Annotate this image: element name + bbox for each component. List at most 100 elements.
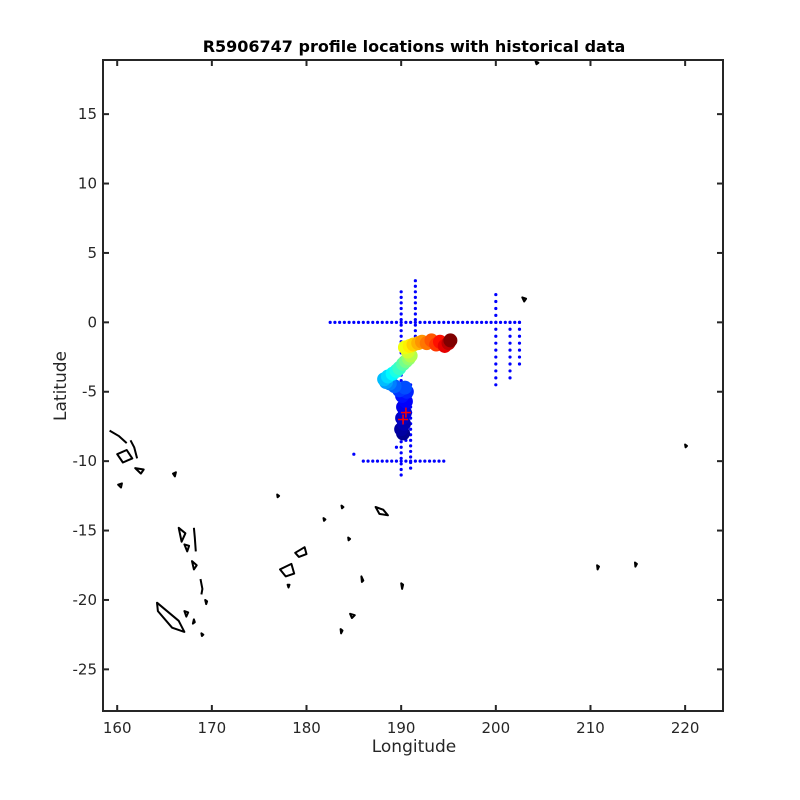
historical-point	[456, 320, 460, 324]
historical-point	[394, 445, 399, 449]
x-tick-label: 180	[292, 719, 321, 737]
historical-point	[494, 369, 498, 373]
historical-point	[385, 459, 389, 463]
coastline-shape	[349, 612, 356, 619]
historical-point	[494, 320, 498, 324]
y-tick-label: 10	[78, 175, 97, 193]
historical-point	[498, 320, 503, 324]
coastline-shape	[360, 575, 365, 583]
historical-point	[399, 334, 403, 338]
historical-point	[347, 320, 351, 324]
historical-point	[517, 320, 522, 324]
coastline-shape	[134, 467, 145, 475]
historical-point	[503, 320, 507, 324]
historical-point	[394, 320, 399, 324]
historical-point	[451, 320, 455, 324]
coastline-shape	[109, 429, 128, 444]
historical-point	[399, 312, 403, 316]
historical-point	[442, 459, 446, 463]
historical-point	[508, 348, 512, 352]
historical-point	[409, 427, 413, 431]
historical-point	[413, 312, 417, 316]
y-tick-label: 0	[87, 313, 97, 331]
coastline-shape	[276, 493, 281, 499]
historical-point	[399, 320, 403, 324]
historical-point	[366, 459, 370, 463]
coastline-shape	[183, 543, 191, 553]
historical-point	[437, 320, 441, 324]
historical-point	[494, 383, 498, 387]
historical-point	[390, 459, 394, 463]
historical-point	[494, 348, 498, 352]
historical-point	[399, 440, 403, 444]
historical-point	[338, 320, 342, 324]
historical-point	[470, 320, 474, 324]
historical-point	[399, 467, 403, 472]
historical-point	[399, 301, 403, 305]
historical-point	[508, 376, 512, 380]
x-axis-title: Longitude	[372, 737, 457, 757]
historical-point	[380, 320, 384, 324]
historical-point	[399, 329, 403, 333]
historical-point	[399, 462, 403, 466]
historical-point	[375, 320, 380, 324]
historical-point	[413, 317, 417, 322]
coastline-shape	[684, 443, 688, 449]
historical-point	[508, 369, 512, 373]
historical-point	[413, 306, 417, 311]
historical-point	[361, 459, 365, 463]
x-tick-label: 200	[482, 719, 511, 737]
coastline-shape	[279, 562, 296, 578]
coastline-shape	[116, 449, 134, 464]
y-tick-label: -20	[73, 591, 98, 609]
plot-area	[109, 60, 688, 637]
historical-point	[399, 445, 403, 449]
historical-point	[371, 459, 375, 463]
historical-point	[394, 459, 399, 463]
x-tick-label: 170	[198, 719, 227, 737]
coastline-shape	[374, 506, 389, 517]
historical-point	[390, 320, 394, 324]
coastline-shape	[117, 482, 123, 489]
historical-point	[423, 320, 427, 324]
coastline-shape	[183, 610, 190, 618]
historical-point	[380, 459, 384, 463]
historical-point	[342, 320, 346, 324]
historical-point	[508, 362, 512, 366]
y-axis-title: Latitude	[51, 351, 71, 421]
coastline-shape	[191, 618, 196, 625]
historical-point	[399, 456, 403, 460]
plot-frame	[102, 59, 724, 712]
historical-point	[517, 348, 522, 352]
coastline-shape	[339, 628, 344, 635]
historical-point	[494, 306, 498, 311]
historical-point	[437, 459, 441, 463]
historical-point	[517, 334, 522, 338]
historical-point	[399, 473, 403, 477]
historical-point	[494, 292, 498, 297]
coastline-shape	[191, 560, 198, 571]
y-tick-label: -25	[73, 660, 98, 678]
coastline-shape	[286, 583, 291, 589]
historical-point	[352, 452, 356, 456]
historical-point	[399, 459, 403, 463]
axes: 160 170 180 190 200 210 220 15 10 5 0 -5 -10 -15 -20 -2…	[73, 59, 724, 737]
historical-point	[494, 341, 498, 345]
coastline-shape	[294, 546, 308, 558]
historical-point	[461, 320, 465, 324]
historical-point	[352, 320, 356, 324]
historical-point	[361, 320, 365, 324]
x-tick-label: 210	[576, 719, 605, 737]
historical-point	[480, 320, 484, 324]
historical-point	[409, 449, 413, 454]
y-tick-label: 5	[87, 244, 97, 262]
historical-point	[508, 320, 512, 324]
historical-point	[494, 334, 498, 338]
historical-point	[404, 459, 408, 463]
historical-point	[328, 320, 332, 324]
historical-point	[432, 459, 436, 463]
coastline-shape	[400, 582, 405, 590]
historical-point	[409, 320, 413, 324]
historical-point	[427, 320, 432, 324]
historical-point	[442, 320, 446, 324]
